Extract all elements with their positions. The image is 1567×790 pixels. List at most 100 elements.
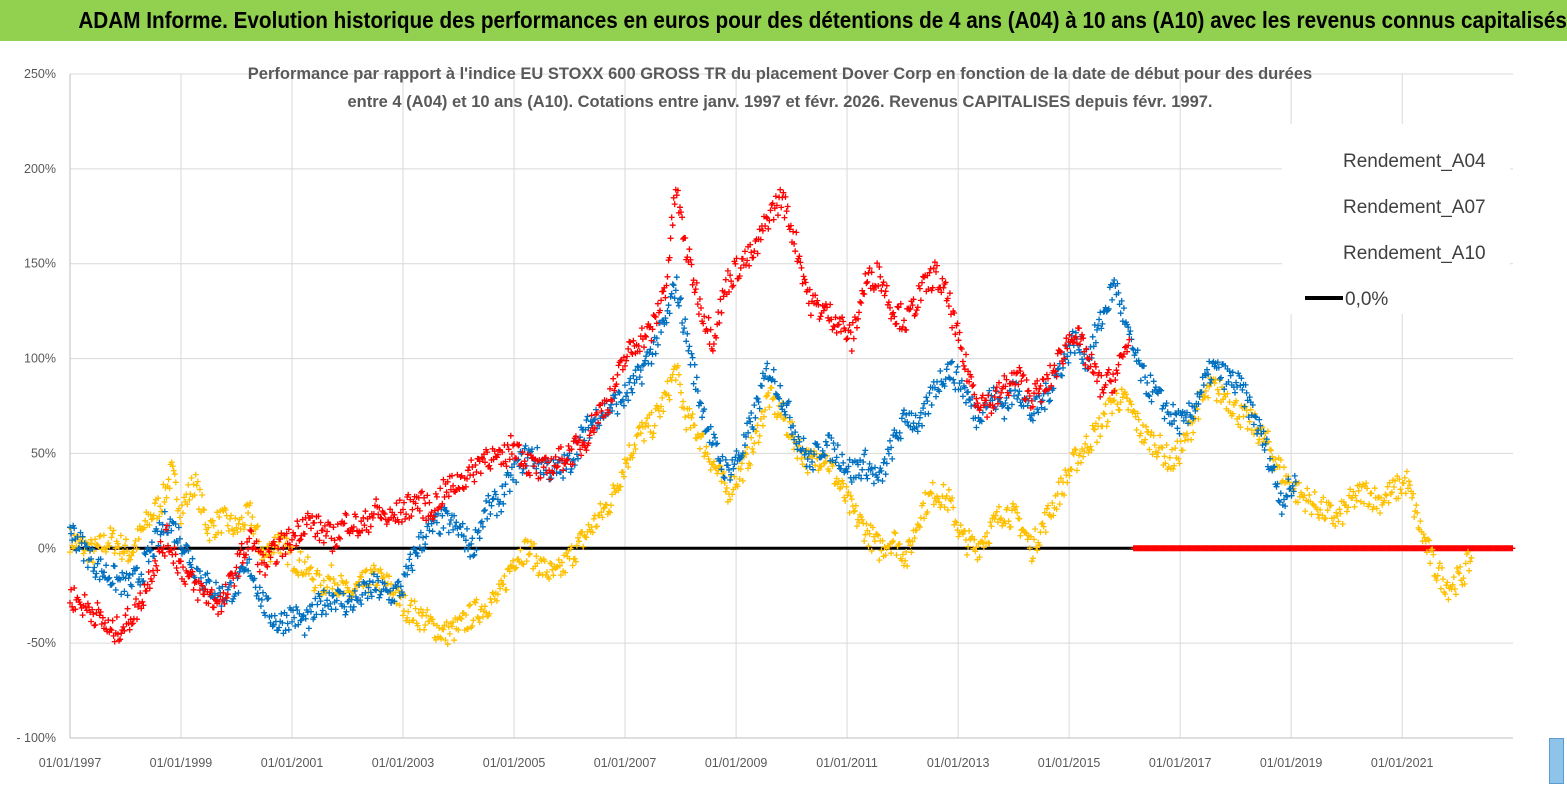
rendement-a07-point (1024, 402, 1031, 409)
rendement-a07-point (332, 606, 339, 613)
rendement-a04-point (892, 530, 899, 537)
rendement-a07-point (1084, 366, 1091, 372)
rendement-a07-point (228, 579, 234, 586)
rendement-a07-point (206, 578, 213, 585)
rendement-a04-point (731, 473, 738, 480)
rendement-a07-point (838, 466, 844, 472)
rendement-a10-point (627, 339, 634, 346)
rendement-a04-point (755, 439, 762, 446)
rendement-a10-point (165, 542, 171, 549)
rendement-a10-point (1125, 342, 1132, 349)
rendement-a07-point (396, 592, 403, 599)
rendement-a04-point (1162, 460, 1169, 467)
rendement-a10-point (1112, 377, 1119, 383)
rendement-a07-point (1186, 400, 1192, 407)
rendement-a04-point (683, 426, 690, 433)
rendement-a04-point (1229, 410, 1236, 417)
rendement-a04-point (1349, 494, 1356, 501)
rendement-a07-point (348, 596, 355, 603)
rendement-a04-point (210, 522, 217, 529)
rendement-a04-point (1420, 531, 1427, 538)
rendement-a10-point (210, 604, 217, 611)
rendement-a04-point (200, 506, 207, 513)
rendement-a10-point (751, 248, 758, 255)
rendement-a04-point (1089, 422, 1096, 429)
rendement-a04-point (789, 419, 795, 425)
rendement-a07-point (1097, 309, 1104, 316)
rendement-a07-point (870, 480, 877, 487)
rendement-a07-point (476, 535, 483, 542)
rendement-a04-point (1045, 502, 1051, 509)
rendement-a07-point (681, 325, 688, 332)
scrollbar-handle[interactable] (1549, 738, 1564, 784)
rendement-a10-point (766, 217, 773, 224)
rendement-a07-point (1176, 430, 1183, 437)
rendement-a10-point (194, 597, 201, 604)
rendement-a07-point (341, 603, 348, 610)
rendement-a07-point (885, 450, 892, 457)
x-tick-label: 01/01/1997 (39, 756, 102, 770)
rendement-a07-point (106, 574, 113, 581)
rendement-a07-point (859, 466, 866, 473)
rendement-a07-point (1020, 403, 1027, 410)
rendement-a04-point (1009, 500, 1016, 507)
rendement-a10-point (102, 619, 108, 626)
rendement-a07-point (198, 574, 204, 581)
rendement-a07-point (631, 380, 638, 386)
rendement-a07-point (1182, 414, 1189, 421)
rendement-a04-point (833, 475, 840, 482)
rendement-a07-point (299, 613, 306, 620)
rendement-a10-point (642, 332, 649, 339)
rendement-a04-point (160, 481, 167, 488)
rendement-a04-point (296, 557, 303, 564)
rendement-a10-point (838, 328, 844, 335)
rendement-a10-point (777, 186, 784, 193)
rendement-a10-point (576, 437, 582, 444)
rendement-a07-point (1214, 359, 1221, 366)
rendement-a04-point (1357, 498, 1364, 505)
rendement-a07-point (1011, 392, 1017, 399)
rendement-a04-point (1461, 581, 1468, 587)
rendement-a04-point (1405, 485, 1411, 492)
rendement-a07-point (80, 557, 87, 564)
rendement-a10-point (765, 225, 772, 232)
rendement-a10-point (864, 278, 871, 285)
rendement-a10-point (748, 249, 755, 256)
rendement-a10-point (933, 268, 939, 275)
rendement-a04-point (293, 568, 300, 575)
rendement-a07-point (1105, 305, 1112, 312)
rendement-a07-point (1095, 322, 1102, 329)
rendement-a10-point (90, 611, 97, 618)
rendement-a04-point (417, 606, 424, 613)
rendement-a10-point (526, 472, 533, 479)
rendement-a07-point (309, 601, 316, 608)
rendement-a04-point (1281, 464, 1287, 471)
rendement-a07-point (1192, 407, 1199, 414)
rendement-a04-point (148, 516, 155, 523)
rendement-a04-point (474, 614, 481, 620)
rendement-a07-point (1126, 331, 1133, 338)
rendement-a07-point (462, 537, 469, 544)
rendement-a07-point (958, 377, 965, 384)
rendement-a10-point (1040, 376, 1047, 383)
rendement-a04-point (682, 414, 689, 421)
rendement-a07-point (840, 459, 847, 466)
rendement-a10-point (231, 583, 238, 589)
rendement-a10-point (107, 626, 114, 633)
rendement-a10-point (613, 381, 620, 388)
rendement-a07-point (491, 488, 498, 495)
rendement-a10-point (991, 394, 998, 400)
rendement-a10-point (416, 507, 423, 514)
rendement-a04-point (1039, 520, 1046, 527)
rendement-a07-point (721, 475, 728, 481)
rendement-a07-point (752, 414, 759, 421)
rendement-a04-point (127, 556, 134, 563)
rendement-a04-point (978, 538, 985, 545)
rendement-a10-point (81, 591, 88, 598)
rendement-a07-point (612, 391, 619, 398)
rendement-a10-point (531, 463, 538, 470)
rendement-a10-point (220, 589, 227, 596)
rendement-a07-point (229, 598, 236, 605)
rendement-a07-point (548, 475, 555, 482)
rendement-a04-point (717, 463, 724, 470)
